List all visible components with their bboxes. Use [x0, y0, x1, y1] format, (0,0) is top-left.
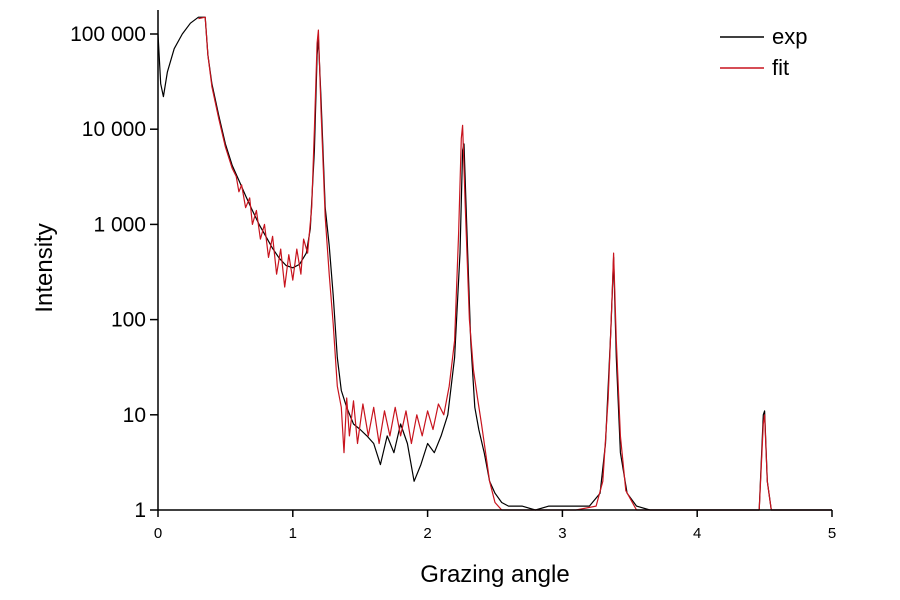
x-tick-label: 4	[693, 525, 701, 542]
legend: exp fit	[720, 24, 807, 80]
y-axis-title: Intensity	[31, 223, 58, 312]
series-line-exp	[157, 16, 832, 511]
y-ticks: 1 10 100 1 000 10 000 100 000	[70, 23, 158, 522]
x-axis-title: Grazing angle	[420, 561, 569, 588]
y-tick-label: 100	[111, 309, 146, 332]
y-tick-label: 10	[123, 404, 146, 427]
x-ticks: 0 1 2 3 4 5	[154, 510, 836, 542]
y-tick-label: 10 000	[82, 118, 146, 141]
legend-label-exp: exp	[772, 24, 807, 49]
axes-layer	[157, 10, 832, 511]
y-tick-label: 1	[134, 499, 146, 522]
x-tick-label: 3	[558, 525, 566, 542]
x-tick-label: 1	[289, 525, 297, 542]
legend-label-fit: fit	[772, 55, 789, 80]
x-tick-label: 5	[828, 525, 836, 542]
series-layer	[157, 16, 832, 511]
y-tick-label: 1 000	[93, 213, 146, 236]
x-tick-label: 2	[423, 525, 431, 542]
series-line-fit	[198, 16, 832, 511]
x-tick-label: 0	[154, 525, 162, 542]
y-tick-label: 100 000	[70, 23, 146, 46]
